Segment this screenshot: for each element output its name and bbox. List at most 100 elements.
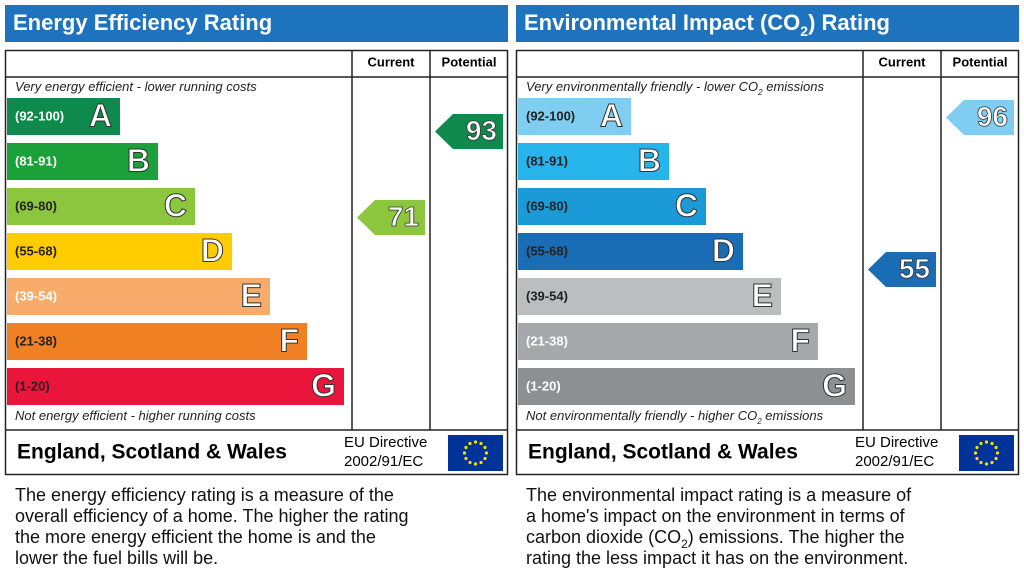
text-segment: The environmental impact rating is a mea… xyxy=(526,485,912,505)
band-range: (92-100) xyxy=(526,108,575,123)
description-line: the more energy efficient the home is an… xyxy=(15,527,376,547)
rating-arrow xyxy=(946,100,1014,135)
rating-band xyxy=(7,323,307,360)
description-line: The environmental impact rating is a mea… xyxy=(526,485,912,505)
eu-flag xyxy=(448,435,503,471)
band-letter: D xyxy=(712,232,735,268)
text-segment: emissions xyxy=(763,79,825,94)
title-bar xyxy=(516,5,1019,42)
eu-flag xyxy=(959,435,1014,471)
rating-arrow xyxy=(868,252,936,287)
bottom-note: Not energy efficient - higher running co… xyxy=(15,408,256,423)
panel-title: Energy Efficiency Rating xyxy=(13,10,272,35)
rating-band xyxy=(7,98,120,135)
flag-star xyxy=(473,462,478,466)
band-letter: F xyxy=(279,322,299,358)
band-range: (1-20) xyxy=(15,378,50,393)
band-letter: F xyxy=(790,322,810,358)
band-range: (21-38) xyxy=(526,333,568,348)
band-range: (39-54) xyxy=(526,288,568,303)
text-segment: overall efficiency of a home. The higher… xyxy=(15,506,409,526)
flag-star xyxy=(973,451,978,455)
region: England, Scotland & Wales xyxy=(528,441,798,464)
text-segment: 2 xyxy=(681,537,688,551)
band-range: (55-68) xyxy=(526,243,568,258)
rating-band xyxy=(518,233,743,270)
text-segment: a home's impact on the environment in te… xyxy=(526,506,906,526)
band-range: (81-91) xyxy=(15,153,57,168)
bottom-note: Not environmentally friendly - higher CO… xyxy=(526,408,824,425)
text-segment: carbon dioxide (CO xyxy=(526,527,681,547)
band-range: (81-91) xyxy=(526,153,568,168)
band-letter: D xyxy=(201,232,224,268)
flag-star xyxy=(979,460,983,465)
flag-star xyxy=(995,451,1000,455)
flag-star xyxy=(990,441,994,446)
text-segment: ) emissions. The higher the xyxy=(688,527,905,547)
directive: 2002/91/EC xyxy=(344,453,423,470)
current-rating: 71 xyxy=(388,201,419,232)
rating-band xyxy=(7,188,195,225)
text-segment: The energy efficiency rating is a measur… xyxy=(15,485,394,505)
text-segment: Environmental Impact (CO xyxy=(524,10,800,35)
flag-star xyxy=(994,445,998,450)
band-letter: B xyxy=(638,142,661,178)
rating-band xyxy=(7,143,158,180)
text-segment: Not environmentally friendly - higher CO xyxy=(526,408,757,423)
flag-star xyxy=(975,456,979,461)
band-letter: G xyxy=(822,367,847,403)
band-letter: C xyxy=(675,187,698,223)
description-line: The energy efficiency rating is a measur… xyxy=(15,485,394,505)
column-header: Potential xyxy=(953,54,1008,69)
description-line: rating the less impact it has on the env… xyxy=(526,548,908,568)
rating-band xyxy=(518,278,781,315)
current-rating: 55 xyxy=(899,253,930,284)
rating-band xyxy=(7,368,344,405)
rating-band xyxy=(518,143,669,180)
flag-star xyxy=(984,440,989,444)
rating-band xyxy=(7,278,270,315)
flag-star xyxy=(468,460,472,465)
text-segment: 2 xyxy=(756,417,762,426)
flag-star xyxy=(483,456,487,461)
band-letter: E xyxy=(241,277,262,313)
text-segment: emissions xyxy=(762,408,824,423)
flag-star xyxy=(979,441,983,446)
text-segment: Very environmentally friendly - lower CO xyxy=(526,79,758,94)
panel-title: Environmental Impact (CO2) Rating xyxy=(524,10,890,39)
flag-star xyxy=(462,451,467,455)
description-line: a home's impact on the environment in te… xyxy=(526,506,906,526)
rating-band xyxy=(7,233,232,270)
band-range: (55-68) xyxy=(15,243,57,258)
band-range: (92-100) xyxy=(15,108,64,123)
potential-rating: 93 xyxy=(466,115,497,146)
top-note: Very energy efficient - lower running co… xyxy=(15,79,257,94)
band-range: (21-38) xyxy=(15,333,57,348)
flag-star xyxy=(975,445,979,450)
rating-band xyxy=(518,98,631,135)
flag-star xyxy=(483,445,487,450)
band-range: (39-54) xyxy=(15,288,57,303)
band-letter: C xyxy=(164,187,187,223)
flag-star xyxy=(484,451,489,455)
directive: EU Directive xyxy=(344,434,427,451)
flag-star xyxy=(464,445,468,450)
band-letter: B xyxy=(127,142,150,178)
column-header: Current xyxy=(368,54,416,69)
top-note: Very environmentally friendly - lower CO… xyxy=(526,79,825,96)
rating-band xyxy=(518,188,706,225)
band-letter: A xyxy=(600,97,623,133)
text-segment: 2 xyxy=(757,88,763,97)
flag-star xyxy=(479,441,483,446)
description-line: lower the fuel bills will be. xyxy=(15,548,218,568)
potential-rating: 96 xyxy=(977,101,1008,132)
text-segment: Very energy efficient - lower running co… xyxy=(15,79,257,94)
title-bar xyxy=(5,5,508,42)
band-letter: A xyxy=(89,97,112,133)
region: England, Scotland & Wales xyxy=(17,441,287,464)
rating-band xyxy=(518,368,855,405)
rating-band xyxy=(518,323,818,360)
text-segment: Not energy efficient - higher running co… xyxy=(15,408,256,423)
directive: EU Directive xyxy=(855,434,938,451)
